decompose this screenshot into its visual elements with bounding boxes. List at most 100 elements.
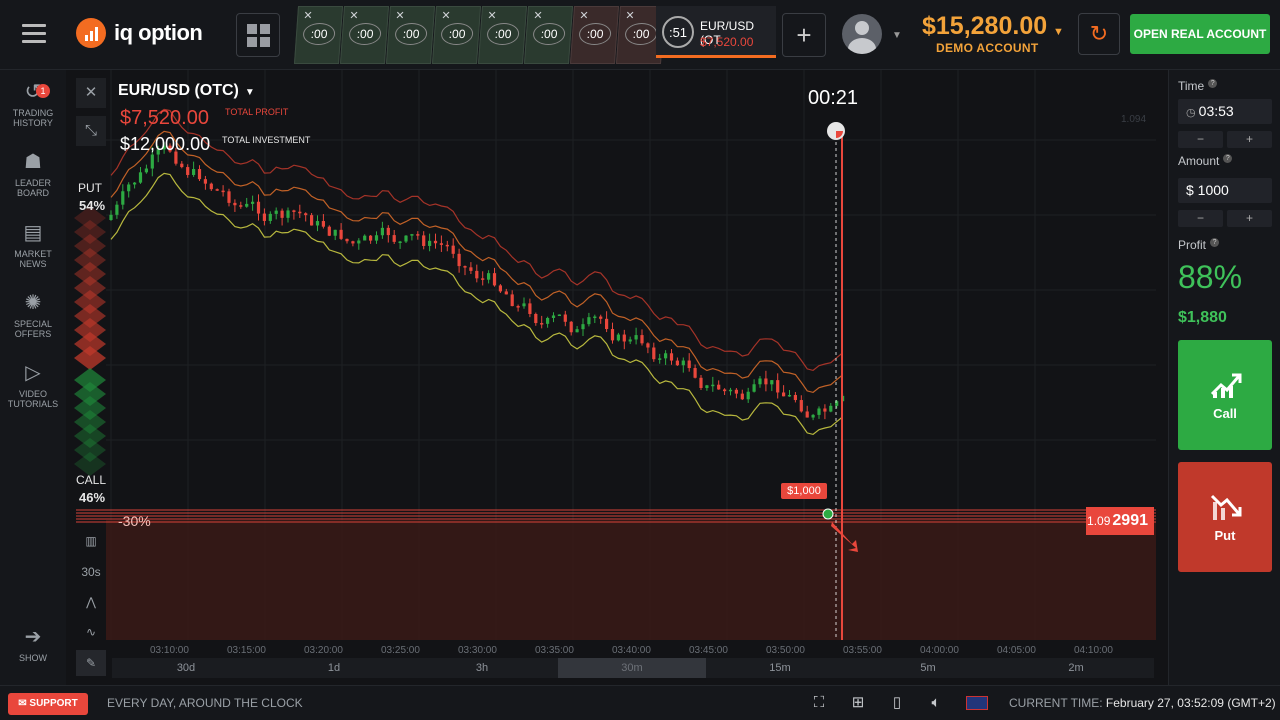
candle-body bbox=[186, 167, 190, 175]
candle-body bbox=[823, 408, 827, 412]
total-investment-label: TOTAL INVESTMENT bbox=[222, 135, 311, 145]
chevron-down-icon[interactable]: ▼ bbox=[892, 30, 902, 41]
asset-tab[interactable]: ✕:00 bbox=[477, 6, 528, 64]
put-sentiment-label: PUT bbox=[78, 181, 102, 195]
sidebar-item-trading-history[interactable]: ↺ 1 TRADING HISTORY bbox=[12, 81, 54, 128]
current-time: CURRENT TIME: February 27, 03:52:09 (GMT… bbox=[1009, 696, 1276, 710]
candle-body bbox=[811, 414, 815, 418]
sidebar-item-leader-board[interactable]: ☗ LEADER BOARD bbox=[14, 151, 51, 198]
close-icon[interactable]: ✕ bbox=[302, 10, 313, 22]
indicator-line bbox=[110, 130, 843, 394]
sidebar-show-button[interactable]: ➔ SHOW bbox=[19, 626, 47, 663]
chart-area[interactable]: ✕ ⤡ EUR/USD (OTC) ▼ $7,520.00 TOTAL PROFI… bbox=[66, 70, 1168, 685]
support-button[interactable]: ✉ SUPPORT bbox=[8, 693, 88, 715]
book-icon[interactable]: ▯ bbox=[892, 694, 902, 711]
deal-marker bbox=[822, 508, 834, 520]
active-asset-tab[interactable]: :51 EUR/USD (OT $7,520.00 bbox=[656, 6, 776, 58]
period-2m[interactable]: 2m bbox=[1068, 662, 1084, 674]
call-button[interactable]: Call bbox=[1178, 340, 1272, 450]
amount-decrease-button[interactable]: − bbox=[1178, 210, 1223, 227]
candle-body bbox=[310, 215, 314, 226]
put-sentiment-chevron bbox=[74, 346, 106, 370]
asset-tab[interactable]: ✕:00 bbox=[385, 6, 436, 64]
grid-view-button[interactable] bbox=[236, 13, 280, 57]
close-icon[interactable]: ✕ bbox=[624, 10, 635, 22]
put-sentiment-chevron bbox=[74, 262, 106, 286]
chevron-down-icon[interactable]: ▼ bbox=[1053, 26, 1064, 38]
close-icon[interactable]: ✕ bbox=[394, 10, 405, 22]
time-axis-label: 04:00:00 bbox=[920, 645, 959, 656]
refill-icon[interactable]: ↻ bbox=[1078, 13, 1120, 55]
candle-body bbox=[239, 205, 243, 207]
open-real-account-button[interactable]: OPEN REAL ACCOUNT bbox=[1130, 14, 1270, 54]
play-icon: ▷ bbox=[25, 362, 41, 384]
close-icon[interactable]: ✕ bbox=[348, 10, 359, 22]
put-sentiment-chevron bbox=[74, 220, 106, 244]
candle-body bbox=[787, 394, 792, 397]
put-button[interactable]: Put bbox=[1178, 462, 1272, 572]
pair-selector[interactable]: EUR/USD (OTC) ▼ bbox=[118, 82, 255, 99]
close-icon[interactable]: ✕ bbox=[532, 10, 543, 22]
timeframe-button[interactable]: 30s bbox=[81, 565, 101, 579]
expiry-time-field[interactable]: ◷ 03:53 bbox=[1178, 99, 1272, 124]
candle-body bbox=[699, 377, 703, 388]
active-tab-timer: :51 bbox=[662, 16, 694, 48]
time-increase-button[interactable]: + bbox=[1227, 131, 1272, 148]
close-icon[interactable]: ✕ bbox=[486, 10, 497, 22]
put-sentiment-chevron bbox=[74, 318, 106, 342]
avatar[interactable] bbox=[842, 14, 882, 54]
draw-icon[interactable]: ⋀ bbox=[86, 595, 96, 609]
period-30d[interactable]: 30d bbox=[176, 662, 196, 674]
amount-field[interactable]: $ 1000 bbox=[1178, 178, 1272, 203]
time-label: Time? bbox=[1178, 79, 1218, 93]
menu-icon[interactable] bbox=[22, 24, 46, 44]
layout-icon[interactable]: ⊞ bbox=[851, 694, 865, 711]
period-30m[interactable]: 30m bbox=[558, 658, 706, 678]
indicators-icon[interactable]: ∿ bbox=[85, 625, 97, 639]
time-axis-label: 03:40:00 bbox=[612, 645, 651, 656]
asset-tab[interactable]: ✕:00 bbox=[339, 6, 390, 64]
sidebar-item-special-offers[interactable]: ✺ SPECIAL OFFERS bbox=[13, 292, 53, 339]
sidebar-item-market-news[interactable]: ▤ MARKET NEWS bbox=[14, 222, 52, 269]
close-icon[interactable]: ✕ bbox=[578, 10, 589, 22]
candle-body bbox=[711, 384, 715, 387]
candle-body bbox=[416, 234, 420, 236]
language-flag-icon[interactable] bbox=[966, 696, 988, 710]
logo-text: iq option bbox=[114, 20, 203, 45]
asset-tab[interactable]: ✕:00 bbox=[569, 6, 620, 64]
candle-body bbox=[274, 210, 278, 214]
price-scale-label: 1.094 bbox=[1121, 114, 1147, 125]
close-icon[interactable]: ✕ bbox=[440, 10, 451, 22]
candle-body bbox=[392, 235, 396, 242]
period-1d[interactable]: 1d bbox=[327, 662, 341, 674]
sidebar-item-video-tutorials[interactable]: ▷ VIDEO TUTORIALS bbox=[7, 362, 59, 409]
candle-body bbox=[469, 267, 473, 271]
candle-body bbox=[675, 360, 679, 366]
bars-icon[interactable]: ▥ bbox=[85, 534, 97, 548]
candle-body bbox=[445, 244, 449, 247]
close-icon[interactable]: ✕ bbox=[76, 78, 106, 108]
candle-body bbox=[457, 253, 461, 267]
candle-body bbox=[752, 384, 756, 392]
candle-body bbox=[304, 213, 308, 216]
period-5m[interactable]: 5m bbox=[920, 662, 936, 674]
add-asset-button[interactable]: + bbox=[782, 13, 826, 57]
amount-increase-button[interactable]: + bbox=[1227, 210, 1272, 227]
candle-body bbox=[740, 393, 744, 400]
candle-body bbox=[510, 294, 514, 307]
fullscreen-icon[interactable]: ⛶ bbox=[813, 694, 825, 711]
candle-body bbox=[717, 384, 721, 390]
period-15m[interactable]: 15m bbox=[769, 662, 791, 674]
logo[interactable]: iq option bbox=[76, 18, 203, 48]
balance[interactable]: $15,280.00 bbox=[922, 12, 1048, 40]
asset-tab[interactable]: ✕:00 bbox=[523, 6, 574, 64]
collapse-icon[interactable]: ⤡ bbox=[76, 116, 106, 146]
asset-tab[interactable]: ✕:00 bbox=[431, 6, 482, 64]
time-decrease-button[interactable]: − bbox=[1178, 131, 1223, 148]
mute-icon[interactable]: 🔈︎ bbox=[931, 694, 941, 711]
pen-icon[interactable]: ✎ bbox=[76, 650, 106, 676]
period-3h[interactable]: 3h bbox=[475, 662, 489, 674]
total-profit-label: TOTAL PROFIT bbox=[225, 107, 289, 117]
asset-tab[interactable]: ✕:00 bbox=[293, 6, 344, 64]
candle-body bbox=[705, 385, 709, 388]
